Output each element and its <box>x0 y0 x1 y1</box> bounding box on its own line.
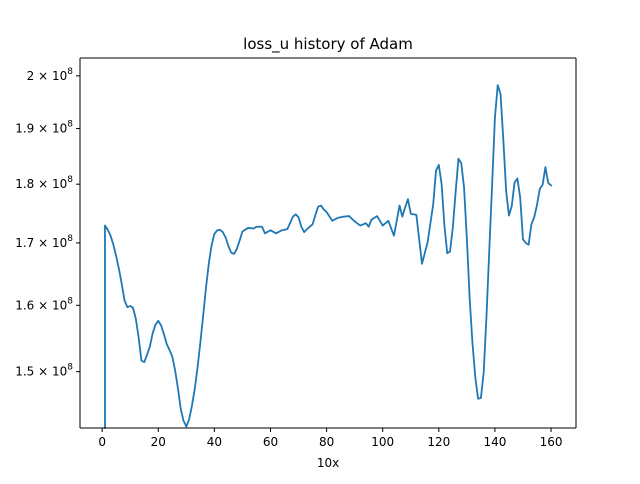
x-tick-label: 0 <box>98 435 106 449</box>
x-tick-label: 80 <box>319 435 334 449</box>
x-tick-label: 140 <box>483 435 506 449</box>
y-tick-label: 1.5 × 108 <box>15 363 73 379</box>
x-tick-label: 120 <box>427 435 450 449</box>
y-tick-label: 1.7 × 108 <box>15 234 73 250</box>
y-tick-label: 1.6 × 108 <box>15 296 73 312</box>
x-axis-label: 10x <box>317 456 339 470</box>
x-tick-label: 100 <box>371 435 394 449</box>
y-axis-ticks: 1.5 × 108 1.6 × 108 1.7 × 108 1.8 × 108 1.9 … <box>15 67 80 379</box>
x-tick-label: 20 <box>151 435 166 449</box>
x-tick-label: 160 <box>540 435 563 449</box>
y-tick-label: 1.9 × 108 <box>15 120 73 136</box>
chart-title: loss_u history of Adam <box>243 35 413 54</box>
series-layer <box>104 84 553 429</box>
y-tick-label: 2 × 108 <box>27 67 74 83</box>
x-tick-label: 40 <box>207 435 222 449</box>
x-axis-ticks: 0 20 40 60 80 100 120 140 160 <box>98 428 562 449</box>
plot-area <box>80 58 576 428</box>
y-tick-label: 1.8 × 108 <box>15 175 73 191</box>
x-tick-label: 60 <box>263 435 278 449</box>
axes-frame <box>79 57 577 429</box>
series-line-0 <box>104 84 553 429</box>
